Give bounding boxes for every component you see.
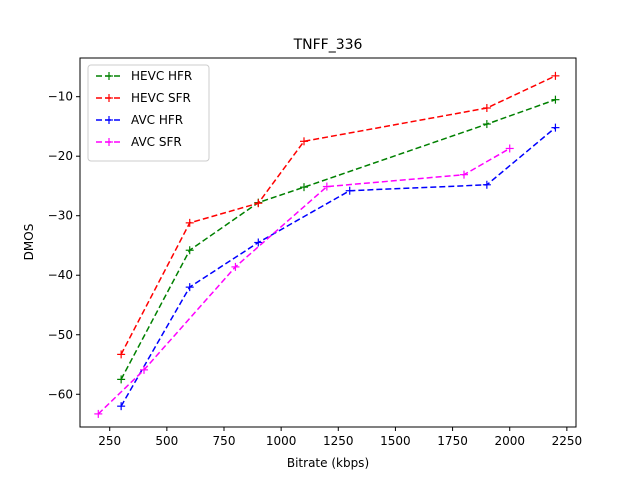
legend-item: AVC HFR [96, 113, 183, 127]
data-point-avc-hfr [345, 186, 354, 195]
legend-item: HEVC HFR [96, 69, 192, 83]
x-axis: 250 500 750 1000 1250 1500 1750 2000 2250 [98, 427, 582, 448]
data-point-avc-hfr [551, 123, 560, 132]
legend-label: HEVC HFR [131, 69, 192, 83]
data-point-hevc-sfr [482, 103, 491, 112]
data-point-hevc-sfr [117, 350, 126, 359]
series-line-hevc-hfr [120, 98, 556, 380]
data-point-avc-hfr [254, 238, 263, 247]
legend: HEVC HFR HEVC SFR AVC HFR AVC SFR [87, 64, 210, 162]
y-tick-label: −40 [48, 268, 73, 282]
data-point-hevc-hfr [482, 120, 491, 129]
data-point-hevc-hfr [300, 183, 308, 192]
data-point-hevc-sfr [185, 218, 194, 227]
data-point-avc-sfr [231, 262, 240, 271]
x-axis-label: Bitrate (kbps) [287, 456, 369, 470]
x-tick-label: 1250 [323, 434, 354, 448]
data-point-avc-sfr [94, 409, 103, 418]
y-tick-label: −60 [48, 387, 73, 401]
x-tick-label: 500 [155, 434, 178, 448]
data-point-avc-hfr [117, 402, 126, 411]
y-tick-label: −10 [48, 90, 73, 104]
legend-label: HEVC SFR [131, 91, 191, 105]
data-point-avc-sfr [460, 170, 468, 179]
x-tick-label: 750 [213, 434, 236, 448]
legend-label: AVC SFR [131, 135, 182, 149]
y-tick-label: −30 [48, 209, 73, 223]
series-line-avc-sfr [97, 147, 511, 415]
data-point-hevc-hfr [185, 246, 194, 255]
series-line-avc-hfr [120, 127, 556, 407]
x-tick-label: 2000 [494, 434, 525, 448]
y-tick-label: −50 [48, 328, 73, 342]
data-point-hevc-sfr [254, 199, 263, 208]
data-point-avc-hfr [185, 283, 194, 292]
data-point-hevc-sfr [300, 137, 308, 146]
legend-item: HEVC SFR [96, 91, 191, 105]
x-tick-label: 1500 [380, 434, 411, 448]
legend-box [87, 64, 210, 162]
data-point-avc-sfr [140, 365, 148, 374]
data-point-avc-sfr [505, 144, 514, 153]
legend-label: AVC HFR [131, 113, 183, 127]
y-axis-label: DMOS [22, 224, 36, 261]
data-point-hevc-sfr [551, 71, 560, 80]
data-point-avc-sfr [322, 182, 331, 191]
series-layer [94, 71, 560, 418]
chart-title: TNFF_336 [293, 37, 363, 53]
data-point-hevc-hfr [551, 95, 560, 104]
y-tick-label: −20 [48, 149, 73, 163]
x-tick-label: 2250 [552, 434, 583, 448]
legend-item: AVC SFR [96, 135, 182, 149]
y-axis: −60 −50 −40 −30 −20 −10 [48, 90, 80, 401]
x-tick-label: 1750 [437, 434, 468, 448]
series-line-hevc-sfr [120, 75, 556, 355]
x-tick-label: 1000 [266, 434, 297, 448]
data-point-avc-hfr [482, 180, 491, 189]
data-point-hevc-hfr [117, 375, 126, 384]
x-tick-label: 250 [98, 434, 121, 448]
plot-frame [79, 57, 577, 428]
